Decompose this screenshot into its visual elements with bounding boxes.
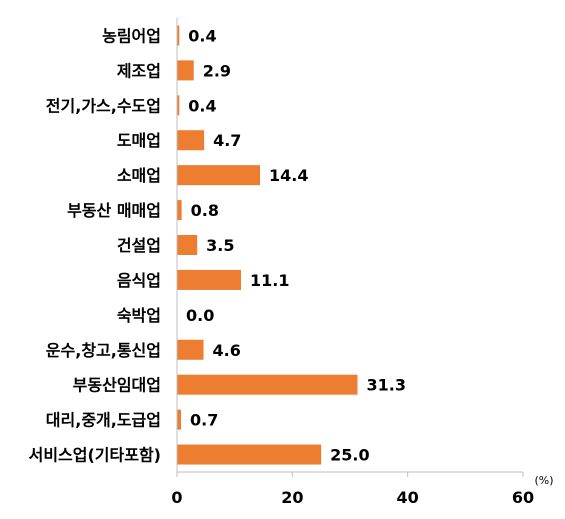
value-label: 14.4 — [269, 166, 308, 185]
category-label: 숙박업 — [117, 306, 161, 325]
bar — [177, 60, 194, 81]
value-label: 3.5 — [206, 236, 234, 255]
category-label: 음식업 — [117, 271, 161, 290]
value-label: 0.4 — [188, 96, 216, 115]
bar — [177, 130, 205, 151]
value-label: 4.6 — [213, 341, 241, 360]
bar — [177, 444, 322, 465]
x-axis-ticks — [176, 472, 524, 477]
value-label: 25.0 — [330, 446, 369, 465]
value-label: 0.8 — [191, 201, 219, 220]
bar — [177, 25, 180, 46]
category-label: 도매업 — [117, 131, 161, 150]
category-label: 부동산 매매업 — [67, 201, 161, 220]
value-label: 11.1 — [250, 271, 289, 290]
x-tick-label: 20 — [281, 488, 303, 507]
category-label: 서비스업(기타포함) — [29, 446, 161, 465]
value-label: 31.3 — [366, 376, 405, 395]
category-label: 부동산임대업 — [73, 376, 161, 395]
bar — [177, 374, 358, 395]
category-label: 건설업 — [117, 236, 161, 255]
bar — [177, 165, 261, 186]
category-label: 전기,가스,수도업 — [46, 96, 161, 115]
bar — [177, 339, 204, 360]
category-label: 제조업 — [117, 61, 161, 80]
value-label: 2.9 — [203, 61, 231, 80]
bar — [177, 200, 182, 221]
x-tick-label: 60 — [512, 488, 534, 507]
category-label: 농림어업 — [102, 26, 161, 45]
value-label: 0.4 — [188, 26, 216, 45]
bar — [177, 95, 180, 116]
value-label: 0.7 — [190, 411, 218, 430]
bar — [177, 235, 198, 255]
bar — [177, 409, 182, 430]
value-label: 4.7 — [213, 131, 241, 150]
x-axis-tick-labels: 0 20 40 60 — [171, 488, 534, 507]
unit-label: (%) — [534, 474, 553, 487]
value-labels: 0.4 2.9 0.4 4.7 14.4 0.8 3.5 11.1 0.0 4.6 31.3 0.7 2… — [186, 26, 406, 464]
bars — [177, 25, 358, 465]
bar — [177, 269, 242, 290]
x-tick-label: 0 — [171, 488, 182, 507]
category-label: 운수,창고,통신업 — [46, 341, 161, 360]
value-label: 0.0 — [186, 306, 214, 325]
x-tick-label: 40 — [397, 488, 419, 507]
category-label: 대리,중개,도급업 — [46, 411, 161, 430]
category-label: 소매업 — [117, 166, 161, 185]
